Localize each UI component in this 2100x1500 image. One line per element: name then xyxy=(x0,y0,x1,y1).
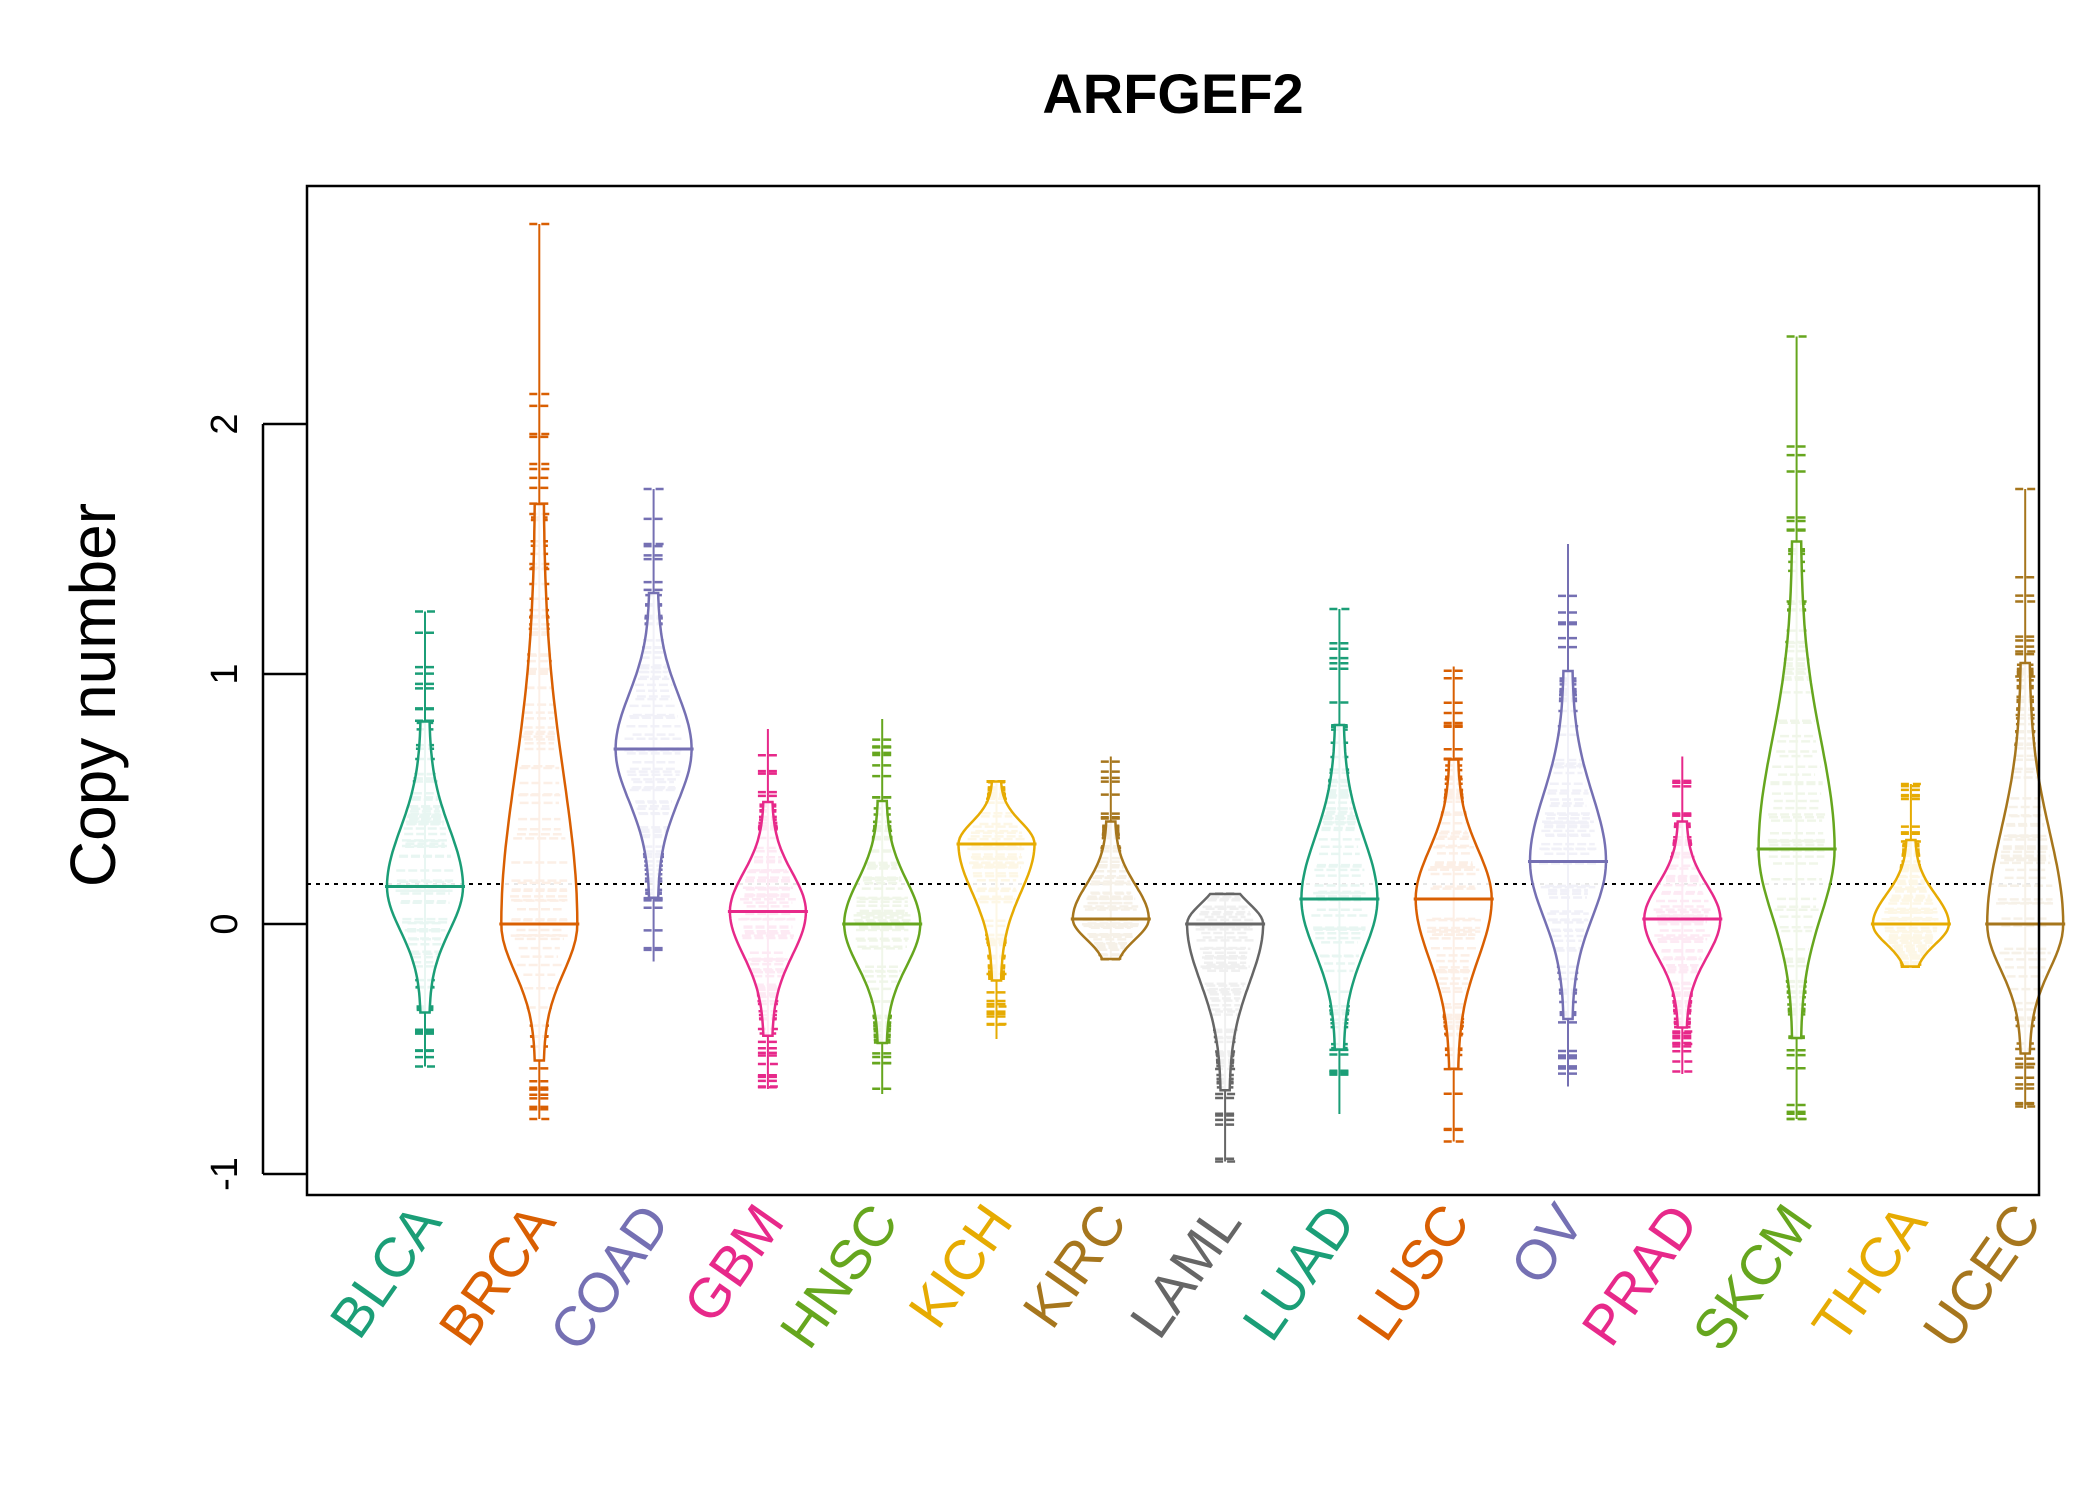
chart-title: ARFGEF2 xyxy=(1042,62,1303,125)
bean-ov xyxy=(1528,544,1608,1087)
bean-density xyxy=(1871,838,1951,968)
bean-density xyxy=(1071,820,1151,961)
x-tick-label: LUSC xyxy=(1344,1193,1481,1352)
bean-density xyxy=(1185,892,1265,1092)
y-axis-label: Copy number xyxy=(57,503,129,887)
bean-brca xyxy=(499,222,580,1121)
bean-gbm xyxy=(727,729,808,1089)
bean-density xyxy=(1414,758,1493,1071)
bean-thca xyxy=(1870,782,1951,968)
bean-density xyxy=(842,799,922,1045)
y-tick-label: 0 xyxy=(204,913,246,934)
bean-density xyxy=(614,591,693,900)
y-tick-label: -1 xyxy=(204,1157,246,1191)
y-axis: -1 0 1 2 xyxy=(204,413,307,1191)
plot-area xyxy=(307,222,2066,1163)
bean-prad xyxy=(1642,756,1723,1074)
x-tick-label: UCEC xyxy=(1910,1193,2053,1359)
x-tick-label: KICH xyxy=(896,1193,1024,1339)
x-tick-label: OV xyxy=(1498,1192,1596,1295)
x-tick-label: HNSC xyxy=(767,1193,910,1359)
bean-kirc xyxy=(1070,756,1151,961)
bean-density xyxy=(957,780,1036,982)
bean-kich xyxy=(956,780,1037,1039)
bean-blca xyxy=(385,610,465,1068)
bean-density xyxy=(1985,661,2065,1055)
x-tick-label: THCA xyxy=(1800,1192,1939,1354)
x-tick-label: COAD xyxy=(537,1193,681,1362)
x-tick-label: LUAD xyxy=(1230,1193,1367,1352)
bean-hnsc xyxy=(842,719,923,1094)
x-tick-label: SKCM xyxy=(1680,1193,1824,1362)
bean-lusc xyxy=(1413,666,1494,1143)
bean-luad xyxy=(1299,607,1380,1114)
x-tick-label: LAML xyxy=(1117,1193,1253,1349)
x-tick-label: KIRC xyxy=(1010,1193,1138,1339)
y-tick-label: 2 xyxy=(204,413,246,434)
bean-density xyxy=(1528,669,1608,1021)
bean-coad xyxy=(613,487,694,962)
bean-skcm xyxy=(1756,335,1837,1121)
bean-density xyxy=(728,800,808,1038)
bean-density xyxy=(1300,723,1379,1051)
bean-ucec xyxy=(1985,487,2066,1109)
y-tick-label: 1 xyxy=(204,663,246,684)
bean-laml xyxy=(1185,892,1266,1163)
bean-density xyxy=(500,502,579,1062)
bean-density xyxy=(385,720,465,1014)
plot-frame xyxy=(305,184,2041,1197)
bean-density xyxy=(1643,820,1722,1029)
bean-density xyxy=(1757,540,1836,1040)
